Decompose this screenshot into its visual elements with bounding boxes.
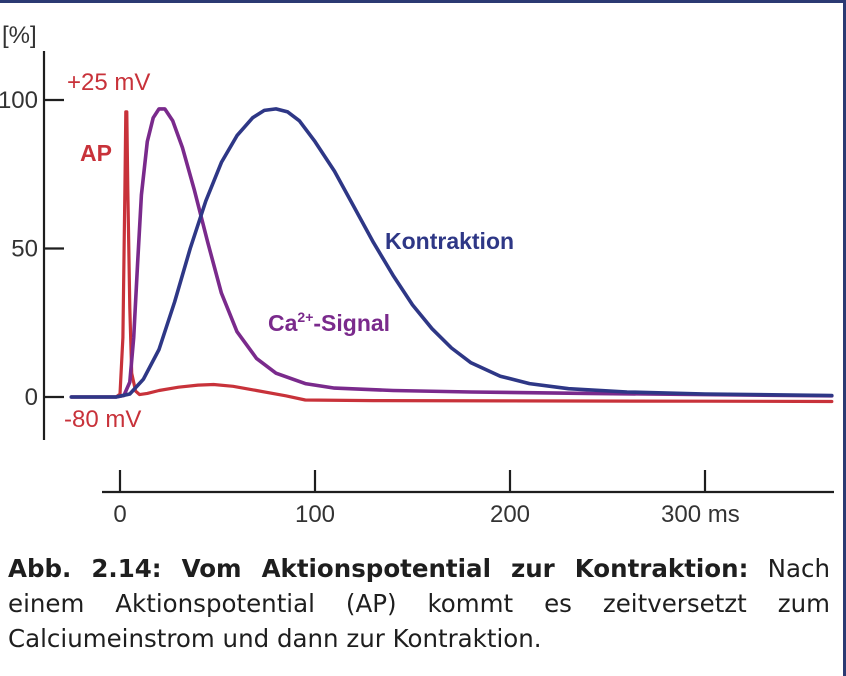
series-line-2 — [69, 107, 834, 399]
series-label-kontraktion: Kontraktion — [385, 228, 514, 254]
series-layer — [69, 107, 834, 404]
y-tick-label: 50 — [11, 236, 38, 263]
series-line-1 — [69, 107, 834, 399]
x-tick-label: 0 — [113, 501, 126, 528]
axes — [42, 51, 834, 494]
x-tick-label: 300 ms — [661, 501, 740, 528]
caption-text: Nach einem Aktionspotential (AP) kommt e… — [8, 554, 830, 653]
x-tick-label: 200 — [490, 501, 530, 528]
annotation-plus25: +25 mV — [67, 69, 150, 96]
chart: [%] 0 50 100 0 100 200 300 ms +25 mV -80 mV AP Kont… — [0, 22, 834, 528]
figure-caption: Abb. 2.14: Vom Aktionspotential zur Kont… — [8, 551, 830, 656]
y-tick-label: 0 — [25, 384, 38, 411]
series-line-0 — [69, 110, 834, 404]
labels: [%] 0 50 100 0 100 200 300 ms +25 mV -80 mV AP Kont… — [0, 22, 740, 528]
y-unit-label: [%] — [2, 22, 37, 49]
y-tick-label: 100 — [0, 87, 38, 114]
annotation-minus80: -80 mV — [64, 406, 141, 433]
caption-title: Abb. 2.14: Vom Aktionspotential zur Kont… — [8, 554, 749, 583]
series-label-ap: AP — [80, 140, 112, 166]
x-tick-label: 100 — [295, 501, 335, 528]
series-label-ca-signal: Ca2+-Signal — [268, 309, 390, 336]
